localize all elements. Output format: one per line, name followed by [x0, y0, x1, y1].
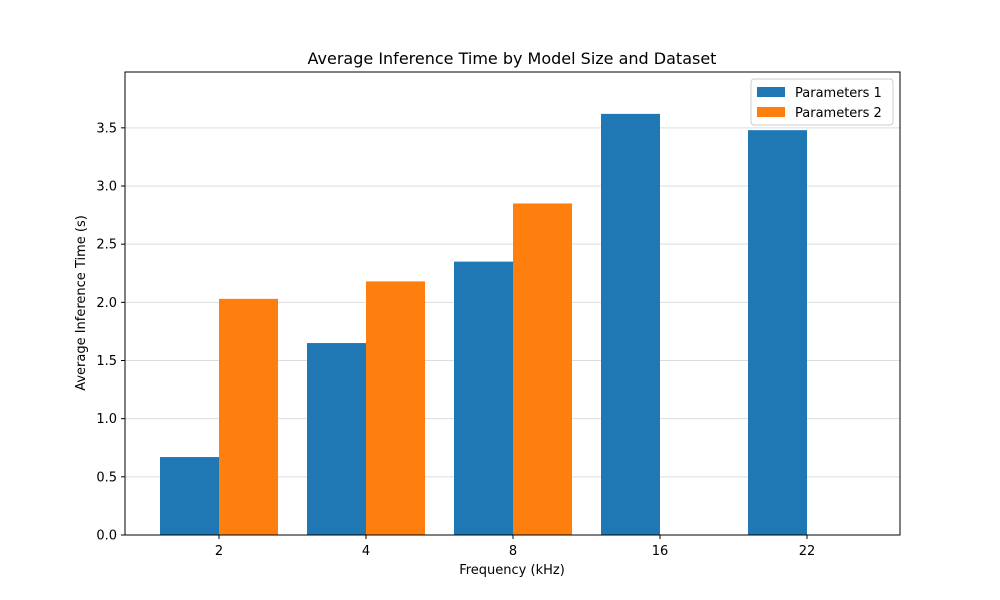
x-axis-label: Frequency (kHz) [459, 563, 565, 578]
x-tick-label: 22 [799, 544, 816, 559]
bar-parameters-2-8 [513, 203, 572, 535]
legend: Parameters 1 Parameters 2 [750, 78, 894, 126]
y-tick-label: 2.5 [96, 238, 117, 253]
bar-parameters-1-8 [454, 261, 513, 535]
y-tick-label: 0.5 [96, 470, 117, 485]
x-tick-label: 2 [215, 544, 223, 559]
legend-swatch [757, 87, 785, 97]
y-axis: 0.0 0.5 1.0 1.5 2.0 2.5 3.0 3.5 [96, 121, 125, 544]
legend-box [750, 78, 894, 126]
bar-parameters-1-2 [160, 457, 219, 535]
legend-label: Parameters 1 [795, 86, 882, 101]
bars [160, 113, 807, 535]
y-tick-label: 0.0 [96, 529, 117, 544]
x-axis: 2 4 8 16 22 [215, 535, 815, 559]
y-tick-label: 2.0 [96, 296, 117, 311]
legend-swatch [757, 107, 785, 117]
y-tick-label: 1.5 [96, 354, 117, 369]
bar-parameters-1-22 [748, 130, 807, 535]
legend-label: Parameters 2 [795, 106, 882, 121]
bar-parameters-2-2 [219, 298, 278, 535]
x-tick-label: 8 [509, 544, 517, 559]
bar-parameters-2-4 [366, 281, 425, 535]
chart-title: Average Inference Time by Model Size and… [308, 49, 717, 68]
y-tick-label: 3.0 [96, 180, 117, 195]
x-tick-label: 4 [362, 544, 370, 559]
y-tick-label: 3.5 [96, 121, 117, 136]
y-axis-label: Average Inference Time (s) [74, 215, 89, 391]
x-tick-label: 16 [652, 544, 669, 559]
y-tick-label: 1.0 [96, 412, 117, 427]
bar-parameters-1-16 [601, 113, 660, 535]
bar-parameters-1-4 [307, 343, 366, 535]
